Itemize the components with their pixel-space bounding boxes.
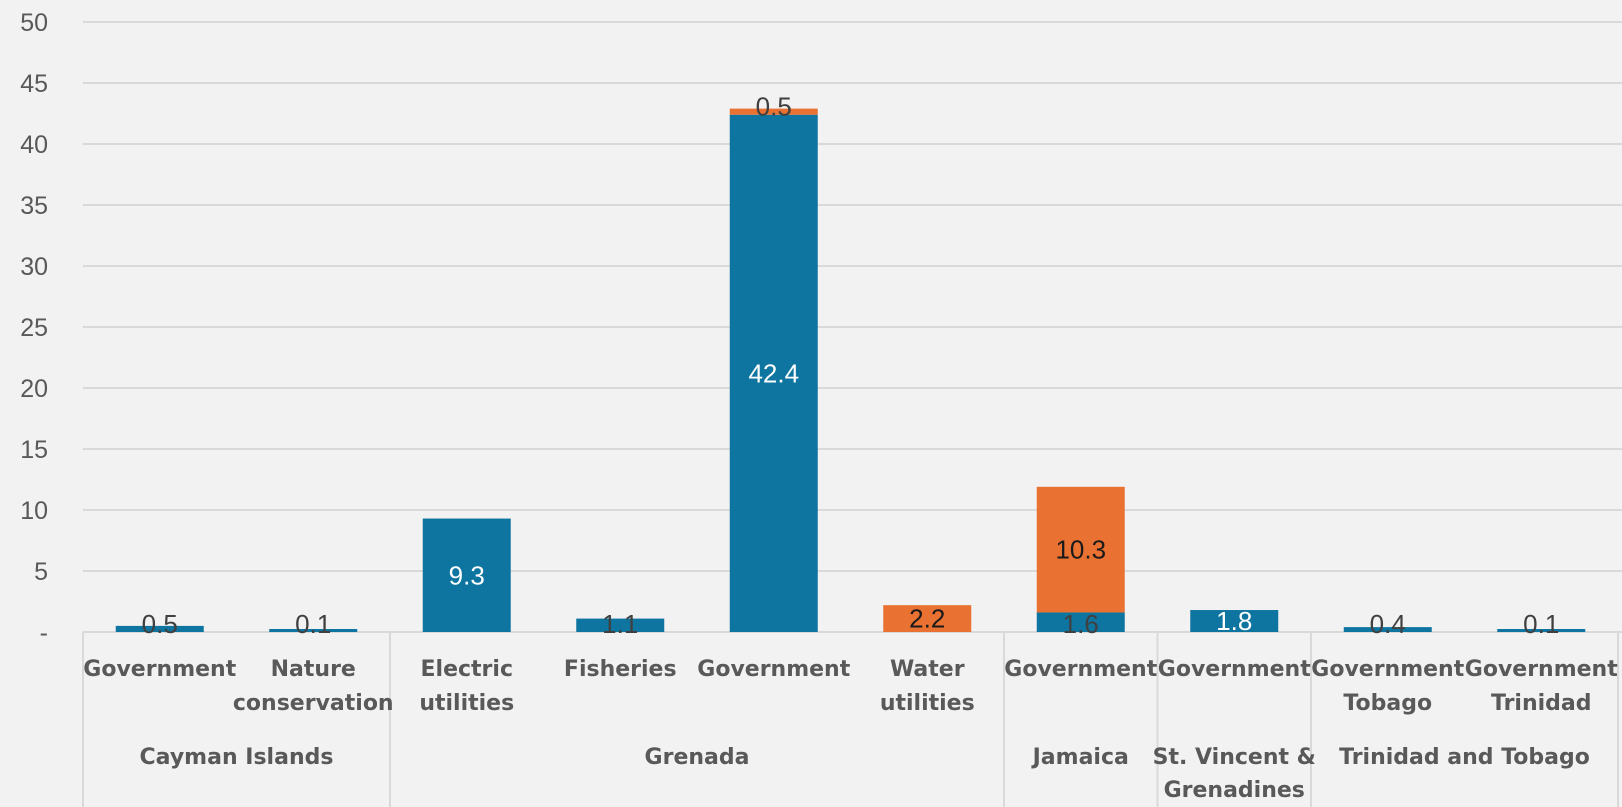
data-label: 0.4 — [1370, 609, 1406, 639]
x-category-label: Government — [1004, 657, 1157, 682]
y-tick-label: 20 — [20, 375, 48, 403]
x-group-label: Jamaica — [1031, 745, 1129, 770]
y-tick-label: 10 — [20, 497, 48, 525]
x-category-label: Government — [1465, 657, 1618, 682]
x-group-label: Grenada — [645, 745, 750, 770]
x-category-label: Electric — [421, 657, 513, 682]
data-label: 0.5 — [756, 92, 792, 122]
bar-segment — [1036, 486, 1125, 613]
x-category-label: Government — [1158, 657, 1311, 682]
x-group-label: St. Vincent & — [1153, 745, 1316, 770]
data-label: 2.2 — [909, 604, 945, 634]
bar-segment — [1036, 612, 1125, 632]
bar-segment — [269, 629, 358, 632]
x-category-label: utilities — [419, 691, 514, 716]
data-label: 1.1 — [602, 609, 638, 639]
data-label: 0.1 — [295, 609, 331, 639]
y-tick-label: 45 — [20, 70, 48, 98]
data-label: 0.5 — [142, 609, 178, 639]
x-group-label: Cayman Islands — [140, 745, 334, 770]
y-tick-label: 50 — [20, 9, 48, 37]
bar-segment — [1343, 627, 1432, 632]
y-tick-label: 30 — [20, 253, 48, 281]
x-category-label: Water — [890, 657, 965, 682]
x-group-label: Trinidad and Tobago — [1339, 745, 1590, 770]
bar-segment — [1190, 610, 1279, 632]
data-label: 0.1 — [1523, 609, 1559, 639]
x-category-label: Government — [1311, 657, 1464, 682]
y-tick-label: 5 — [34, 558, 48, 586]
data-label: 9.3 — [449, 560, 485, 590]
bar-segment — [883, 605, 972, 632]
x-category-label: utilities — [880, 691, 975, 716]
y-tick-label: - — [40, 619, 48, 647]
data-label: 10.3 — [1055, 535, 1106, 565]
bar-segment — [729, 114, 818, 633]
x-category-label: conservation — [233, 691, 394, 716]
bar-segment — [422, 518, 511, 632]
y-tick-label: 25 — [20, 314, 48, 342]
data-label: 1.6 — [1063, 609, 1099, 639]
bar-segment — [1497, 629, 1586, 632]
y-tick-label: 15 — [20, 436, 48, 464]
x-category-label: Tobago — [1343, 691, 1432, 716]
bar-segment — [729, 108, 818, 115]
x-category-label: Trinidad — [1491, 691, 1592, 716]
x-category-label: Fisheries — [564, 657, 677, 682]
y-tick-label: 40 — [20, 131, 48, 159]
x-group-label: Grenadines — [1164, 778, 1305, 803]
bar-segment — [115, 625, 204, 632]
bar-segment — [576, 618, 665, 632]
data-label: 42.4 — [748, 358, 799, 388]
x-category-label: Nature — [271, 657, 356, 682]
x-category-label: Government — [83, 657, 236, 682]
data-label: 1.8 — [1216, 606, 1252, 636]
y-tick-label: 35 — [20, 192, 48, 220]
x-category-label: Government — [697, 657, 850, 682]
